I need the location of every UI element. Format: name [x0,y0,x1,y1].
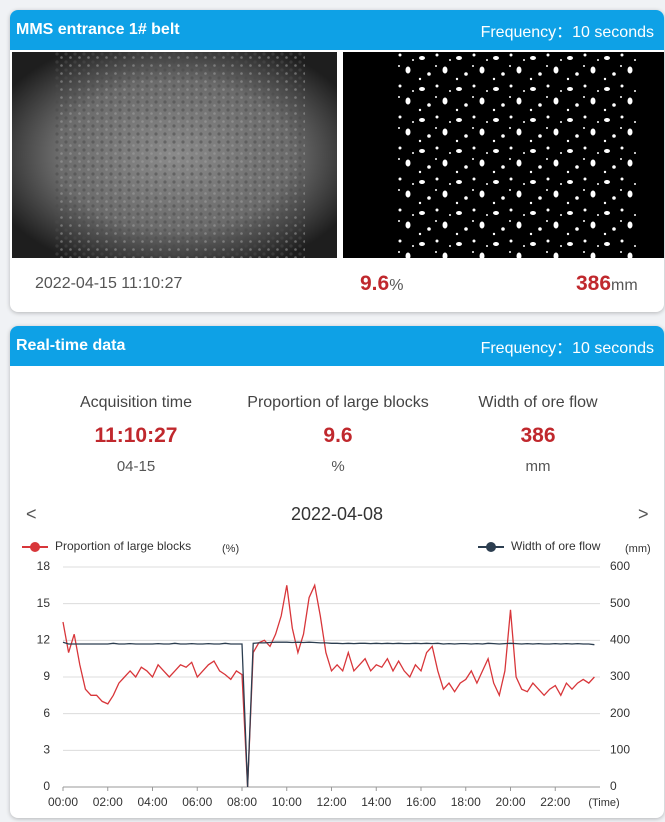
panel-header: MMS entrance 1# belt Frequency：10 seconds [10,10,664,50]
metric-label: Width of ore flow [428,394,648,412]
y-tick-label: 18 [37,559,51,573]
x-tick-label: 16:00 [406,795,436,809]
metric-label: Acquisition time [26,394,246,412]
x-tick-label: 06:00 [182,795,212,809]
frequency: Frequency：10 seconds [481,18,654,42]
y-tick-label: 6 [43,706,50,720]
timestamp: 2022-04-15 11:10:27 [35,275,182,293]
metric-value: 386 [428,424,648,448]
proportion-value: 9.6 [360,272,389,295]
legend-label: Width of ore flow [511,539,601,553]
y-tick-label: 15 [37,596,51,610]
legend-unit: (%) [222,543,239,555]
unit: % [389,277,403,294]
width-value: 386 [576,272,611,295]
metric-unit: % [228,458,448,475]
metric-unit: 04-15 [26,458,246,475]
belt-images [10,52,664,258]
x-tick-label: 04:00 [137,795,167,809]
x-tick-label: 22:00 [540,795,570,809]
y-tick-label: 3 [43,743,50,757]
x-tick-label: 10:00 [272,795,302,809]
panel-title: MMS entrance 1# belt [16,21,180,39]
y-tick-label: 12 [37,633,51,647]
x-tick-label: 00:00 [48,795,78,809]
y-tick-label: 0 [43,779,50,793]
y2-tick-label: 0 [610,779,617,793]
x-axis-label: (Time) [588,797,619,809]
legend-marker [486,542,496,552]
metric-value: 9.6 [228,424,448,448]
y2-tick-label: 500 [610,596,630,610]
x-tick-label: 12:00 [316,795,346,809]
metric-unit: mm [428,458,648,475]
page: MMS entrance 1# belt Frequency：10 seconds… [0,0,665,822]
y2-tick-label: 300 [610,669,630,683]
metric-label: Proportion of large blocks [228,394,448,412]
x-tick-label: 18:00 [451,795,481,809]
legend-unit: (mm) [625,543,651,555]
y2-tick-label: 200 [610,706,630,720]
x-tick-label: 02:00 [93,795,123,809]
x-tick-label: 08:00 [227,795,257,809]
frequency: Frequency：10 seconds [481,334,654,358]
legend-marker [30,542,40,552]
legend-label: Proportion of large blocks [55,539,191,553]
y2-tick-label: 400 [610,633,630,647]
belt-panel: MMS entrance 1# belt Frequency：10 seconds… [10,10,664,312]
x-tick-label: 20:00 [495,795,525,809]
series-line [63,585,594,787]
y-tick-label: 9 [43,669,50,683]
x-tick-label: 14:00 [361,795,391,809]
panel-title: Real-time data [16,337,125,355]
panel-header: Real-time data Frequency：10 seconds [10,326,664,366]
y2-tick-label: 600 [610,559,630,573]
metric-value: 11:10:27 [26,424,246,448]
chart: 0 3 6 9 12 15 18 0 100 200 300 400 500 600 00:00 02:00 0… [0,490,665,815]
y2-tick-label: 100 [610,743,630,757]
unit: mm [611,277,638,294]
